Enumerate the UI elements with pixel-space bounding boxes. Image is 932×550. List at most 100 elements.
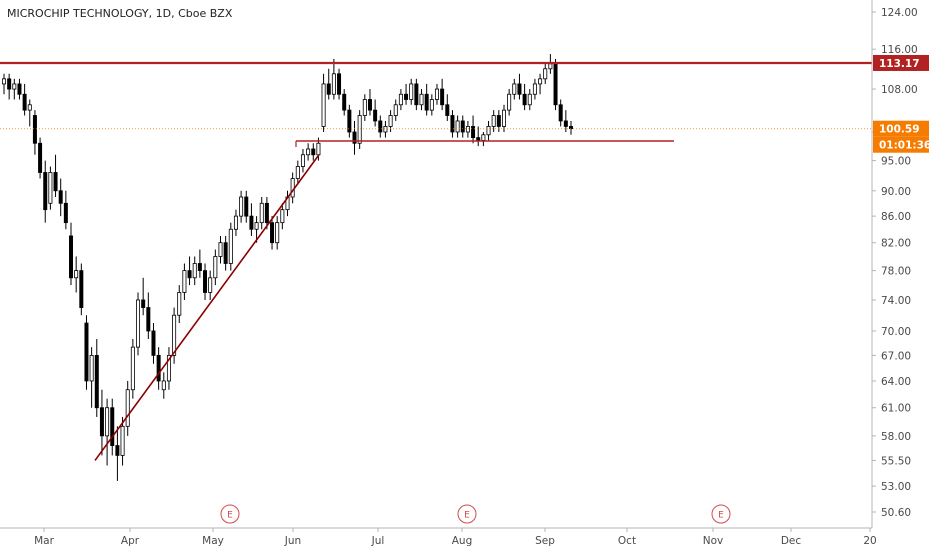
candle <box>512 78 517 100</box>
candle-body <box>496 115 501 127</box>
candle-body <box>527 93 532 106</box>
time-tick-label: Jun <box>284 535 301 547</box>
candle-body <box>460 120 465 133</box>
candle-body <box>244 196 249 217</box>
candle-body <box>63 202 68 224</box>
candle-body <box>89 354 94 382</box>
candle-body <box>43 172 48 211</box>
candle-body <box>7 78 12 90</box>
candle <box>223 235 228 271</box>
candle <box>79 263 84 316</box>
time-axis[interactable]: Mar Apr May Jun Jul Aug Sep Oct Nov Dec 20 <box>34 528 877 547</box>
candle <box>465 120 470 138</box>
time-tick-label: Dec <box>781 535 802 547</box>
candle <box>239 190 244 223</box>
price-tags: 113.17 100.59 01:01:36 <box>873 54 931 153</box>
candle <box>187 256 192 286</box>
candle-body <box>182 270 187 293</box>
candle-body <box>398 93 403 106</box>
time-tick-label: May <box>202 535 224 547</box>
candle-body <box>378 120 383 133</box>
candle-body <box>270 222 275 244</box>
candle <box>491 110 496 132</box>
price-tag: 100.59 <box>873 120 929 137</box>
candle <box>553 58 558 111</box>
plot-area[interactable] <box>0 54 872 481</box>
price-tick-label: 61.00 <box>881 403 911 415</box>
candle <box>69 222 74 286</box>
candle-body <box>141 299 146 308</box>
earnings-marker-circle <box>220 504 240 524</box>
earnings-marker-circle <box>711 504 731 524</box>
candle-body <box>213 256 218 279</box>
candle <box>486 120 491 141</box>
candle-body <box>74 270 79 279</box>
candle <box>32 110 37 155</box>
candle <box>306 143 311 161</box>
candle-body <box>414 83 419 106</box>
candle <box>151 323 156 364</box>
price-tag: 01:01:36 <box>873 136 931 153</box>
candle <box>115 426 120 481</box>
candle <box>378 115 383 138</box>
earnings-marker[interactable]: E <box>711 504 731 524</box>
candle <box>141 277 146 316</box>
candle-body <box>22 93 27 111</box>
candle <box>99 389 104 456</box>
candle-body <box>409 83 414 100</box>
price-tick-label: 55.50 <box>881 455 911 467</box>
candle-body <box>115 445 120 456</box>
candle-body <box>48 172 53 204</box>
candle-body <box>357 115 362 144</box>
price-tick-label: 82.00 <box>881 238 911 250</box>
candle-body <box>342 93 347 111</box>
candle <box>569 120 573 135</box>
candle-body <box>465 126 470 133</box>
candle <box>311 143 316 161</box>
candle <box>38 137 43 179</box>
candle-body <box>512 83 517 95</box>
candle-body <box>558 104 563 122</box>
candle <box>543 63 548 84</box>
candle <box>424 83 429 116</box>
candle <box>501 104 506 132</box>
earnings-marker-label: E <box>718 511 724 521</box>
candle <box>383 120 388 138</box>
candle-body <box>110 407 115 446</box>
candle <box>507 89 512 116</box>
price-tick-label: 74.00 <box>881 295 911 307</box>
candle <box>233 209 238 236</box>
candle-body <box>38 142 43 173</box>
candle <box>429 94 434 116</box>
candle-body <box>445 104 450 116</box>
candle-body <box>146 307 151 332</box>
earnings-marker[interactable]: E <box>457 504 477 524</box>
time-tick-label: Mar <box>34 535 54 547</box>
candle <box>362 94 367 121</box>
candle-body <box>471 126 476 139</box>
earnings-marker[interactable]: E <box>220 504 240 524</box>
price-tick-label: 124.00 <box>881 7 918 19</box>
candle-body <box>295 166 300 179</box>
candle-body <box>419 93 424 106</box>
candle <box>527 89 532 111</box>
price-tag-box <box>873 120 929 137</box>
candle <box>17 78 22 100</box>
candle-body <box>476 137 481 141</box>
candle-body <box>161 380 166 391</box>
candle <box>275 216 280 250</box>
candle-body <box>481 134 486 141</box>
candle <box>208 270 213 300</box>
candle <box>337 68 342 100</box>
candle-body <box>424 93 429 111</box>
candle-body <box>548 63 553 70</box>
trend-line[interactable] <box>94 154 320 461</box>
candle-body <box>275 222 280 244</box>
candle <box>203 263 208 300</box>
candle-body <box>79 270 84 308</box>
candle-body <box>130 346 135 391</box>
candle-body <box>254 222 259 230</box>
